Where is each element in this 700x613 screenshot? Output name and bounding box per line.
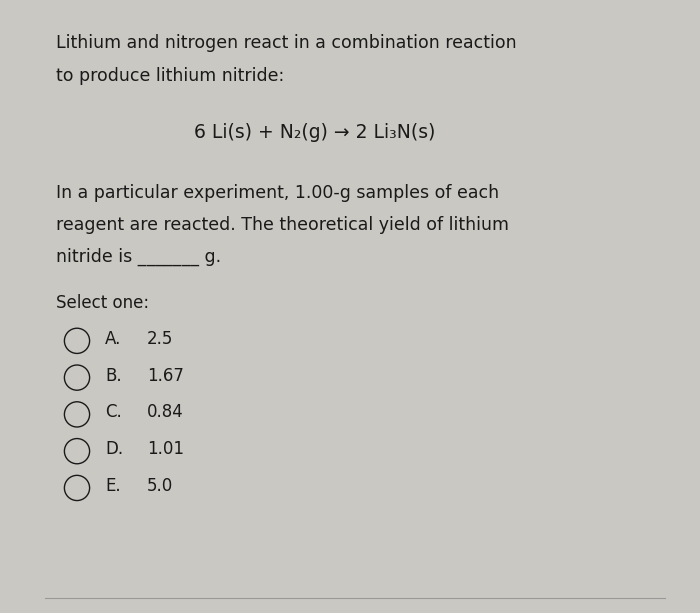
Text: 1.67: 1.67 (147, 367, 184, 384)
Text: E.: E. (105, 477, 120, 495)
Text: C.: C. (105, 403, 122, 421)
Text: Lithium and nitrogen react in a combination reaction: Lithium and nitrogen react in a combinat… (56, 34, 517, 51)
Text: 5.0: 5.0 (147, 477, 174, 495)
Text: 1.01: 1.01 (147, 440, 184, 458)
Text: to produce lithium nitride:: to produce lithium nitride: (56, 67, 284, 85)
Text: In a particular experiment, 1.00-g samples of each: In a particular experiment, 1.00-g sampl… (56, 184, 499, 202)
Text: reagent are reacted. The theoretical yield of lithium: reagent are reacted. The theoretical yie… (56, 216, 509, 234)
Text: A.: A. (105, 330, 121, 348)
Text: 0.84: 0.84 (147, 403, 183, 421)
Text: nitride is _______ g.: nitride is _______ g. (56, 248, 221, 266)
Text: 6 Li(s) + N₂(g) → 2 Li₃N(s): 6 Li(s) + N₂(g) → 2 Li₃N(s) (195, 123, 435, 142)
Text: B.: B. (105, 367, 122, 384)
Text: 2.5: 2.5 (147, 330, 174, 348)
Text: D.: D. (105, 440, 123, 458)
Text: Select one:: Select one: (56, 294, 149, 312)
